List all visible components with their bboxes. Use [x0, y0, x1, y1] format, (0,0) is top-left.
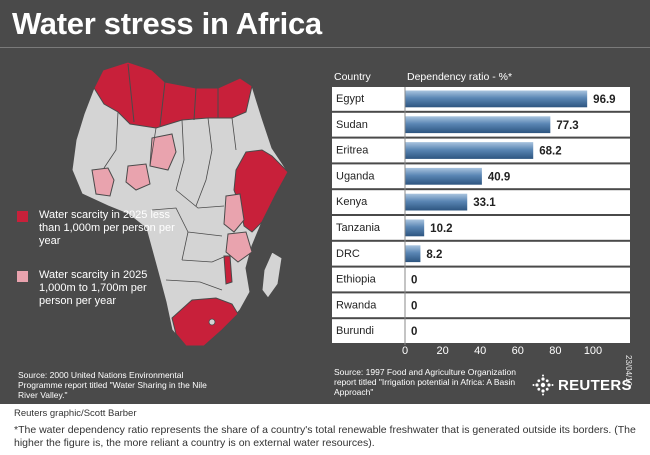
- madagascar: [261, 251, 283, 299]
- x-tick-label: 20: [436, 345, 448, 357]
- east-africa-mid: [223, 193, 245, 233]
- malawi-high: [223, 255, 233, 285]
- southern-africa-high: [171, 297, 239, 347]
- bar: [405, 167, 482, 185]
- chart-source: Source: 1997 Food and Agriculture Organi…: [334, 367, 516, 397]
- chart-row-bg: [332, 241, 630, 266]
- page-title: Water stress in Africa: [12, 6, 322, 41]
- value-label: 10.2: [430, 223, 452, 235]
- category-label: Ethiopia: [336, 274, 377, 286]
- category-label: Uganda: [336, 170, 375, 182]
- value-label: 68.2: [539, 146, 561, 158]
- legend-label-mid: Water scarcity in 2025 1,000m to 1,700m …: [39, 269, 148, 307]
- category-label: Eritrea: [336, 145, 369, 157]
- title-divider: [0, 47, 650, 48]
- value-label: 96.9: [593, 94, 615, 106]
- value-label: 33.1: [473, 197, 496, 209]
- horn-of-africa-high: [233, 149, 289, 233]
- category-label: DRC: [336, 248, 360, 260]
- graphic-credit: Reuters graphic/Scott Barber: [14, 408, 137, 419]
- map-source: Source: 2000 United Nations Environmenta…: [18, 370, 207, 400]
- x-tick-label: 0: [402, 345, 408, 357]
- column-header-ratio: Dependency ratio - %*: [407, 71, 512, 83]
- category-label: Sudan: [336, 119, 368, 131]
- value-label: 0: [411, 300, 417, 312]
- legend-label-high: Water scarcity in 2025 less than 1,000m …: [39, 209, 175, 247]
- value-label: 0: [411, 326, 417, 338]
- category-label: Rwanda: [336, 299, 377, 311]
- value-label: 0: [411, 275, 417, 287]
- chart-row-bg: [332, 267, 630, 292]
- reuters-dot-icon: [532, 374, 554, 396]
- bar: [405, 142, 534, 159]
- column-header-country: Country: [334, 71, 372, 83]
- reuters-logo: REUTERS: [532, 374, 642, 398]
- x-tick-label: 80: [549, 345, 561, 357]
- category-label: Tanzania: [336, 222, 381, 234]
- category-label: Kenya: [336, 196, 368, 208]
- x-tick-label: 40: [474, 345, 486, 357]
- west-africa-mid: [91, 167, 115, 197]
- north-africa-high: [93, 61, 253, 129]
- x-tick-label: 60: [512, 345, 524, 357]
- footnote: *The water dependency ratio represents t…: [14, 424, 636, 449]
- bar: [405, 193, 468, 211]
- value-label: 40.9: [488, 171, 510, 183]
- nigeria-mid: [125, 163, 151, 191]
- value-label: 8.2: [426, 249, 442, 261]
- category-label: Egypt: [336, 93, 364, 105]
- chart-row-bg: [332, 293, 630, 318]
- x-tick-label: 100: [584, 345, 602, 357]
- value-label: 77.3: [556, 120, 578, 132]
- africa-map: [71, 61, 289, 347]
- legend-swatch-mid: [17, 271, 28, 282]
- tanzania-mid: [225, 231, 253, 263]
- dependency-bar-chart: Country Dependency ratio - %* Egypt 96.9 S…: [332, 71, 630, 357]
- category-label: Burundi: [336, 325, 374, 337]
- legend-swatch-high: [17, 211, 28, 222]
- graphic-panel: Water stress in Africa Water scarcity in…: [0, 0, 650, 404]
- bar: [405, 116, 551, 134]
- logo-text: REUTERS: [558, 377, 632, 394]
- bar: [405, 90, 588, 108]
- bar: [405, 245, 421, 263]
- chart-row-bg: [332, 319, 630, 343]
- bar: [405, 219, 425, 237]
